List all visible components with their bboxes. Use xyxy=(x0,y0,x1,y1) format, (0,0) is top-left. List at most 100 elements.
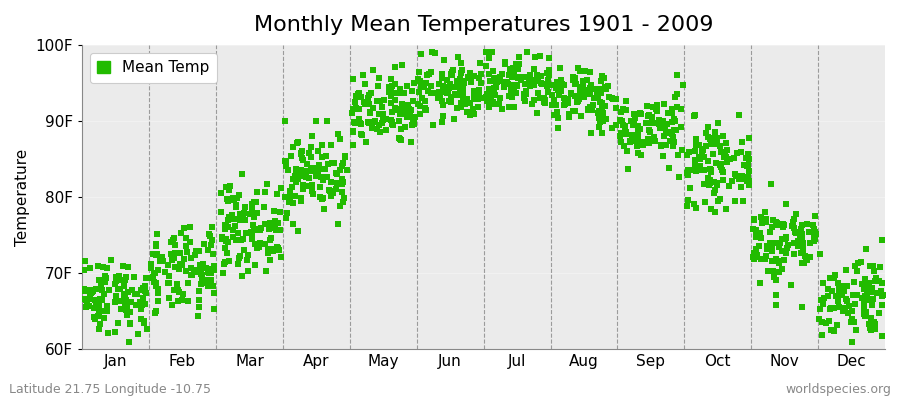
Point xyxy=(618,98,633,104)
Point xyxy=(311,166,326,172)
Point xyxy=(451,54,465,60)
Point xyxy=(832,280,846,286)
Point xyxy=(463,112,477,118)
Point xyxy=(857,286,871,292)
Point xyxy=(501,72,516,78)
Point xyxy=(796,240,810,246)
Point xyxy=(150,286,165,292)
Point xyxy=(572,94,586,100)
Point xyxy=(231,230,246,236)
Point xyxy=(128,291,142,297)
Point xyxy=(847,263,861,269)
Point xyxy=(770,256,784,262)
Point xyxy=(507,104,521,110)
Point xyxy=(482,49,497,56)
Point xyxy=(860,246,874,252)
Point xyxy=(680,170,695,176)
Point xyxy=(795,222,809,229)
Point xyxy=(235,236,249,242)
Point xyxy=(761,268,776,274)
Point xyxy=(814,297,828,303)
Point xyxy=(827,327,842,334)
Point xyxy=(324,179,338,185)
Point xyxy=(423,69,437,75)
Point xyxy=(316,195,330,201)
Point xyxy=(697,180,711,187)
Point xyxy=(148,243,163,249)
Point xyxy=(798,253,813,259)
Point xyxy=(398,124,412,130)
Point xyxy=(329,170,344,177)
Point xyxy=(789,230,804,237)
Point xyxy=(390,90,404,96)
Point xyxy=(608,105,623,111)
Point xyxy=(631,124,645,130)
Point xyxy=(658,124,672,130)
Point xyxy=(540,77,554,83)
Point xyxy=(688,161,702,167)
Point xyxy=(663,138,678,144)
Point xyxy=(338,194,352,201)
Point xyxy=(528,76,543,83)
Point xyxy=(595,130,609,136)
Point xyxy=(238,217,252,223)
Point xyxy=(665,110,680,116)
Point xyxy=(530,110,544,116)
Point xyxy=(703,176,717,183)
Point xyxy=(122,338,137,345)
Point xyxy=(440,88,454,94)
Point xyxy=(78,297,93,304)
Point xyxy=(698,143,713,149)
Point xyxy=(591,108,606,114)
Point xyxy=(295,186,310,192)
Point xyxy=(526,96,541,103)
Point xyxy=(336,199,350,206)
Point xyxy=(584,104,598,111)
Point xyxy=(422,71,436,77)
Point xyxy=(233,211,248,218)
Point xyxy=(384,108,399,115)
Point xyxy=(292,171,307,177)
Point xyxy=(586,102,600,109)
Point xyxy=(758,209,772,216)
Point xyxy=(700,158,715,165)
Point xyxy=(596,113,610,120)
Point xyxy=(618,128,633,135)
Point xyxy=(426,90,440,96)
Point xyxy=(815,300,830,307)
Point xyxy=(314,153,328,160)
Point xyxy=(583,82,598,88)
Point xyxy=(472,90,486,97)
Point xyxy=(630,136,644,143)
Point xyxy=(789,210,804,217)
Point xyxy=(807,238,822,244)
Point xyxy=(384,118,399,125)
Point xyxy=(222,258,237,264)
Point xyxy=(146,251,160,258)
Point xyxy=(868,321,882,327)
Point xyxy=(257,241,272,248)
Point xyxy=(217,222,231,228)
Point xyxy=(523,81,537,87)
Point xyxy=(136,295,150,301)
Point xyxy=(315,196,329,202)
Point xyxy=(270,191,284,198)
Point xyxy=(858,293,872,300)
Point xyxy=(363,110,377,116)
Point xyxy=(294,150,309,156)
Point xyxy=(175,297,189,304)
Point xyxy=(667,116,681,122)
Point xyxy=(819,320,833,326)
Point xyxy=(572,67,587,74)
Point xyxy=(147,279,161,285)
Point xyxy=(742,178,756,184)
Point xyxy=(336,178,350,185)
Point xyxy=(670,152,685,158)
Point xyxy=(296,167,310,174)
Point xyxy=(631,150,645,156)
Point xyxy=(139,283,153,290)
Point xyxy=(554,88,568,94)
Point xyxy=(354,94,368,101)
Point xyxy=(146,274,160,280)
Point xyxy=(135,299,149,306)
